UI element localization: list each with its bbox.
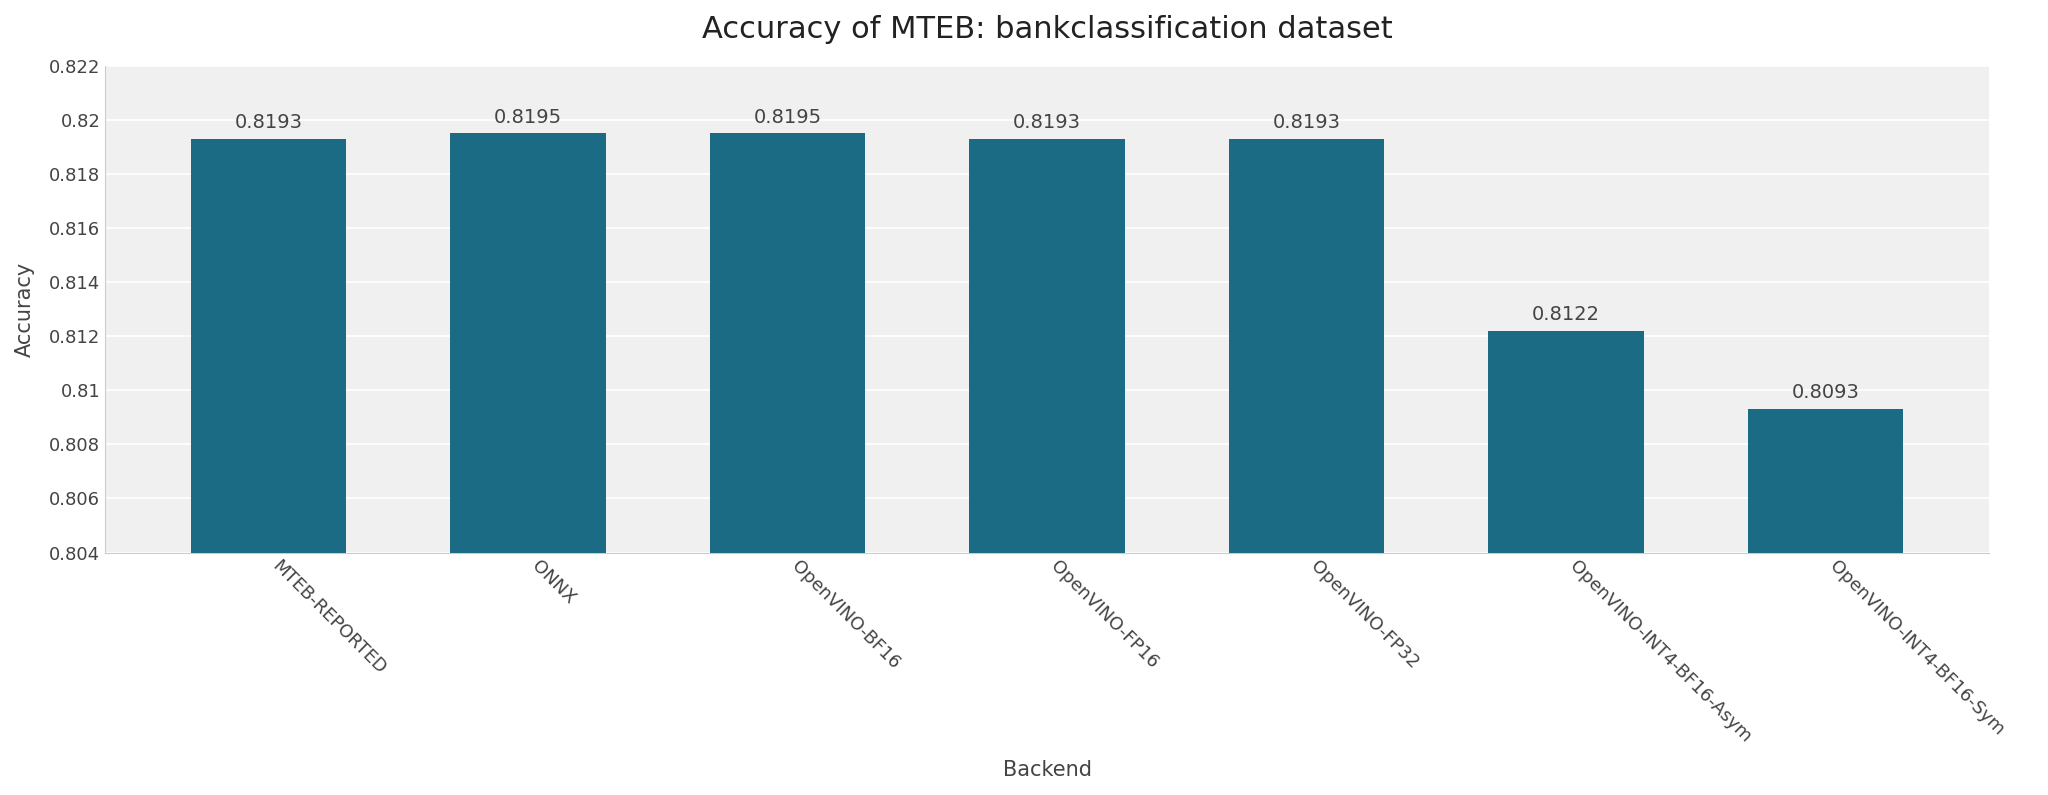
Text: 0.8193: 0.8193 (236, 113, 303, 132)
Bar (190, 139, 346, 795)
Text: 0.8193: 0.8193 (1272, 113, 1341, 132)
Bar (1747, 409, 1903, 795)
X-axis label: Backend: Backend (1004, 760, 1092, 780)
Bar (969, 139, 1124, 795)
Y-axis label: Accuracy: Accuracy (14, 262, 35, 357)
Title: Accuracy of MTEB: bankclassification dataset: Accuracy of MTEB: bankclassification dat… (702, 15, 1393, 44)
Text: 0.8122: 0.8122 (1532, 305, 1599, 324)
Text: 0.8093: 0.8093 (1792, 383, 1860, 402)
Bar (1229, 139, 1384, 795)
Bar (451, 134, 606, 795)
Bar (1489, 331, 1645, 795)
Text: 0.8193: 0.8193 (1014, 113, 1081, 132)
Text: 0.8195: 0.8195 (754, 107, 821, 126)
Text: 0.8195: 0.8195 (494, 107, 561, 126)
Bar (711, 134, 866, 795)
